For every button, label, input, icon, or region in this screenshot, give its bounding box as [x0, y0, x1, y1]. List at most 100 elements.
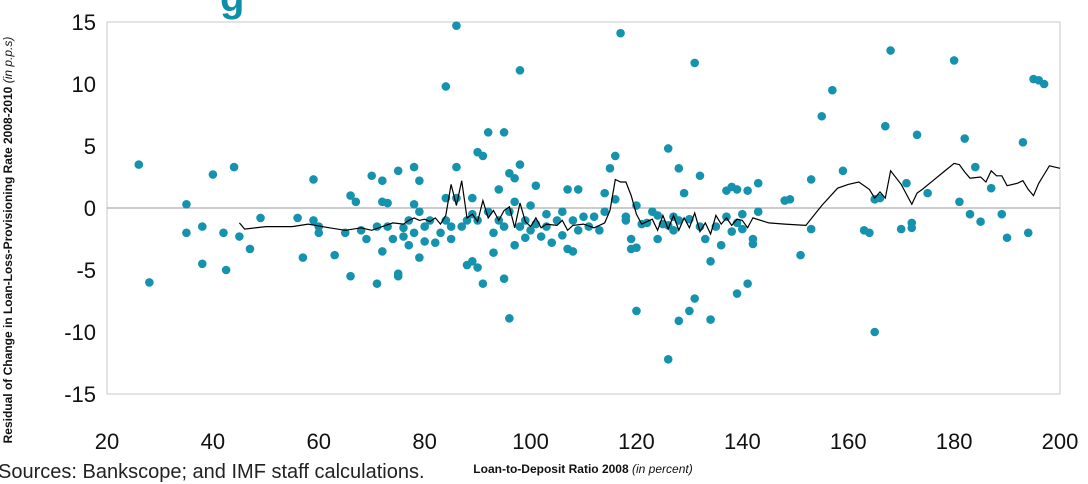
data-point: [198, 222, 207, 231]
data-point: [409, 199, 419, 209]
data-point: [706, 257, 715, 266]
data-point: [589, 212, 599, 221]
x-tick-label: 160: [830, 429, 867, 454]
data-point: [558, 207, 567, 217]
data-point: [378, 176, 387, 186]
data-point: [605, 164, 615, 173]
data-point: [700, 234, 710, 244]
data-point: [716, 240, 726, 250]
data-point: [970, 162, 980, 172]
x-tick-label: 120: [618, 429, 655, 454]
data-point: [896, 224, 906, 234]
data-point: [330, 250, 339, 260]
data-point: [600, 188, 609, 198]
y-tick-label: -5: [76, 258, 96, 283]
data-point: [552, 216, 562, 225]
data-point: [621, 212, 631, 221]
moving-average-line: [238, 162, 1061, 236]
y-tick-label: -10: [64, 320, 96, 345]
data-point: [420, 237, 429, 246]
data-point: [409, 162, 419, 172]
data-point: [743, 186, 752, 195]
data-point: [452, 21, 461, 31]
data-point: [886, 46, 895, 55]
data-point: [478, 151, 488, 161]
data-point: [806, 224, 816, 234]
data-point: [346, 191, 355, 200]
data-point: [483, 128, 493, 137]
data-point: [542, 209, 551, 219]
data-point: [420, 222, 429, 231]
data-point: [1002, 233, 1012, 243]
data-point: [1018, 137, 1028, 147]
data-point: [732, 289, 742, 298]
data-point: [563, 185, 572, 194]
data-point: [912, 130, 922, 140]
data-point: [383, 198, 392, 208]
data-point: [415, 207, 424, 217]
data-point: [499, 222, 509, 231]
x-tick-label: 180: [936, 429, 973, 454]
data-point: [229, 162, 239, 172]
data-point: [923, 188, 932, 198]
x-axis-unit: (in percent): [632, 462, 693, 476]
data-point: [473, 263, 482, 272]
x-axis-title: Loan-to-Deposit Ratio 2008 (in percent): [473, 462, 692, 476]
data-point: [573, 226, 583, 235]
data-point: [462, 216, 472, 225]
data-point: [399, 232, 408, 241]
data-point: [309, 216, 318, 225]
data-point: [976, 217, 985, 226]
data-point: [378, 247, 387, 256]
data-point: [298, 253, 308, 262]
data-point: [145, 278, 154, 287]
data-point: [579, 212, 588, 221]
chart-title-fragment: g: [220, 0, 244, 21]
data-point: [208, 170, 218, 179]
data-point: [404, 240, 414, 250]
data-point: [732, 185, 742, 194]
data-point: [198, 259, 207, 269]
data-point: [960, 134, 969, 143]
data-point: [399, 223, 408, 233]
x-tick-label: 140: [724, 429, 761, 454]
data-point: [880, 121, 890, 131]
data-point: [309, 175, 318, 184]
data-point: [489, 248, 498, 257]
data-point: [441, 82, 451, 91]
data-point: [362, 234, 371, 244]
data-point: [182, 228, 191, 238]
data-point: [520, 233, 530, 243]
data-point: [515, 160, 525, 169]
data-point: [838, 166, 848, 176]
data-point: [965, 209, 975, 219]
x-tick-label: 20: [95, 429, 119, 454]
data-point: [489, 228, 498, 238]
data-point: [510, 173, 519, 183]
data-point: [526, 201, 535, 210]
data-point: [738, 209, 747, 219]
y-tick-label: -15: [64, 382, 96, 407]
y-axis-title: Residual of Change in Loan-Loss-Provisio…: [1, 37, 15, 444]
data-point: [595, 226, 604, 235]
x-tick-labels: 20 40 60 80 100 120 140 160 180 200: [95, 429, 1079, 454]
data-point: [494, 185, 504, 194]
data-point: [499, 274, 509, 283]
data-point: [706, 315, 715, 324]
data-point: [510, 240, 519, 250]
data-point: [446, 222, 456, 231]
data-point: [468, 193, 477, 203]
data-point: [1039, 79, 1049, 89]
data-point: [616, 28, 625, 38]
y-tick-labels: -15 -10 -5 0 5 10 15: [64, 10, 96, 407]
data-point: [393, 166, 403, 176]
data-point: [409, 228, 419, 238]
data-point: [753, 178, 763, 188]
data-point: [695, 171, 705, 181]
data-point: [558, 230, 567, 240]
y-axis-unit: (in p.p.s): [1, 37, 15, 84]
data-point: [663, 144, 673, 153]
data-point: [478, 279, 488, 288]
data-point: [738, 224, 747, 234]
data-point: [568, 247, 578, 256]
